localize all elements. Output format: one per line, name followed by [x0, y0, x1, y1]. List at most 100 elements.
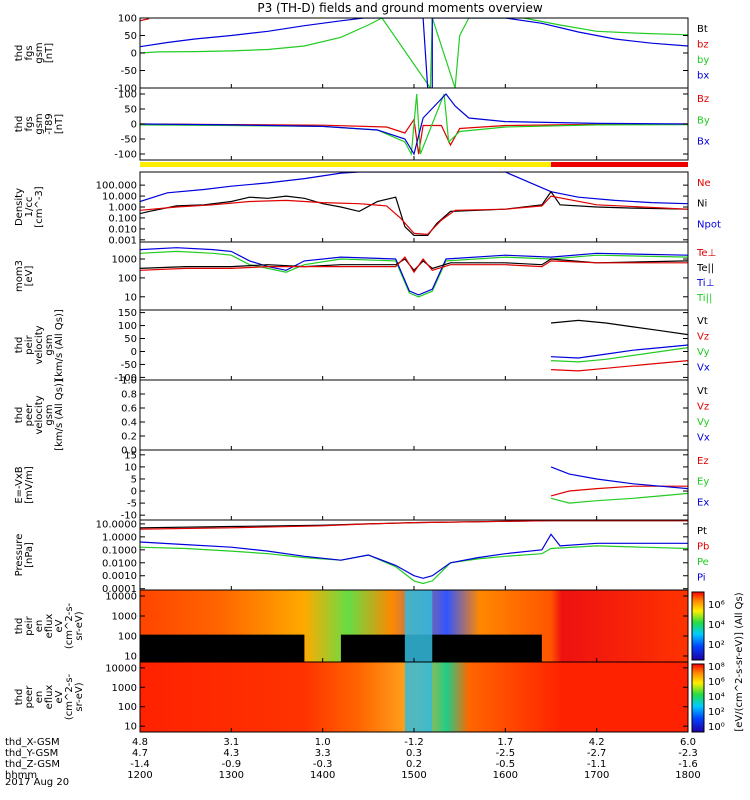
panel-traces: [140, 520, 688, 585]
colorbar-tick: 10⁰: [708, 722, 725, 733]
panel-traces: [140, 18, 688, 88]
panel-frame: [139, 17, 689, 89]
panel-10: thdpeerenefluxeV(cm^2-s-sr-eV) 10000 1000 1…: [14, 661, 689, 733]
legend-vy: Vy: [697, 417, 710, 428]
panel-ylabel: mom3[eV]: [14, 260, 35, 292]
status-bar-yellow: [140, 162, 551, 167]
energy-flux-colorbar: 10⁶ 10⁴ 10² 10⁸ 10⁶ 10⁴ 10² 10⁰ [eV/(cm^2-s-sr-e…: [691, 591, 745, 733]
legend-ez: Ez: [697, 456, 709, 467]
ylabel-line: (cm^2-s-: [64, 673, 75, 720]
panel-ylabel: thdpeerenefluxeV(cm^2-s-sr-eV): [14, 673, 85, 720]
xaxis-value: -1.6: [678, 759, 698, 770]
ytick-label: 10000: [105, 663, 137, 674]
ytick-label: 1.000: [108, 203, 137, 214]
series-vx: [550, 344, 688, 359]
panel-traces: [140, 172, 688, 236]
ylabel-line: [cm^-3]: [34, 186, 45, 227]
ylabel-line: en: [34, 691, 45, 704]
series-ti: [140, 247, 688, 296]
legend-by: By: [697, 115, 710, 126]
panel-ylabel: thdpeirenefluxeV(cm^2-s-sr-eV): [14, 602, 85, 649]
legend-vz: Vz: [697, 332, 709, 343]
xaxis-row-label: thd_Z-GSM: [5, 759, 60, 770]
ylabel-line: velocity: [34, 395, 45, 434]
xaxis-value: 4.7: [132, 748, 148, 759]
series-npot: [140, 172, 688, 205]
heatmap-column: [404, 590, 433, 662]
legend-pe: Pe: [697, 557, 709, 568]
series-pe: [140, 545, 688, 585]
ylabel-line: (cm^2-s-: [64, 602, 75, 649]
panel-2: thdfgsgsm-T89[nT] 100 50 0 -50 -100 Bz By Bx: [14, 87, 710, 161]
ytick-label: 0.4: [121, 418, 137, 429]
heatmap-low-band: [340, 634, 542, 662]
legend-pt: Pt: [697, 526, 707, 537]
series-te: [140, 258, 688, 272]
xaxis-value: 1300: [219, 770, 244, 781]
panel-stack: thdfgsgsm[nT]100500-50-100Btbzbybxthdfgs…: [14, 14, 721, 733]
ytick-label: 100: [118, 273, 137, 284]
ytick-label: 100.000: [96, 181, 137, 192]
ytick-label: 0: [131, 49, 137, 60]
panel-ylabel: thdfgsgsm[nT]: [14, 42, 55, 63]
xaxis-value: 1.7: [497, 737, 513, 748]
ytick-label: 1000: [112, 612, 137, 623]
ytick-label: 0.1000: [102, 545, 137, 556]
series-ne: [140, 195, 688, 235]
ylabel-line: [nT]: [44, 43, 55, 63]
xaxis-value: 1600: [493, 770, 518, 781]
ytick-label: 10000: [105, 592, 137, 603]
time-position-axis: thd_X-GSM 4.8 3.1 1.0 -1.2 1.7 4.2 6.0 thd_Y-GSM…: [5, 737, 701, 781]
xaxis-value: -1.4: [130, 759, 150, 770]
legend-bz: Bz: [697, 94, 709, 105]
colorbar-top: [691, 591, 705, 661]
colorbar-tick: 10⁶: [708, 677, 725, 688]
xaxis-value: 1800: [675, 770, 700, 781]
xaxis-value: -0.5: [496, 759, 516, 770]
ylabel-line: peir: [24, 615, 35, 635]
legend-ey: Ey: [697, 477, 709, 488]
ytick-label: -100: [114, 84, 137, 95]
date-label: 2017 Aug 20: [5, 777, 69, 788]
heatmap-column: [404, 662, 433, 732]
xaxis-value: 1.0: [315, 737, 331, 748]
ytick-label: 10: [124, 292, 137, 303]
legend-bx: bx: [697, 71, 709, 82]
series-bz: [140, 117, 688, 155]
panel-traces: [140, 93, 688, 157]
xaxis-value: 1700: [584, 770, 609, 781]
series-vy: [550, 347, 688, 363]
ytick-label: 0: [131, 120, 137, 131]
panel-8: Pressure[nPa] 10.0000 1.0000 0.1000 0.0100 0.…: [14, 519, 709, 595]
ytick-label: -50: [121, 360, 137, 371]
panel-ylabel: E=-VxB[mV/m]: [14, 466, 35, 504]
ytick-label: 1000: [112, 683, 137, 694]
legend-bz: bz: [697, 40, 709, 51]
colorbar-tick: 10⁸: [708, 662, 725, 673]
ytick-label: 1000: [112, 255, 137, 266]
series-ni: [140, 190, 688, 236]
ytick-label: -50: [121, 66, 137, 77]
xaxis-value: 4.8: [132, 737, 148, 748]
ylabel-line: sr-eV): [74, 611, 85, 640]
ytick-label: 100: [118, 90, 137, 101]
colorbar-label: [eV/(cm^2-s-sr-eV)] (All Qs): [734, 592, 745, 731]
ylabel-line: [km/s (All Qs)]: [54, 309, 65, 381]
region-status-bar: [140, 162, 688, 167]
xaxis-value: 0.2: [406, 759, 422, 770]
colorbar-tick: 10²: [708, 640, 725, 651]
series-vz: [550, 360, 688, 372]
ylabel-line: Density: [14, 188, 25, 226]
panel-frame: [139, 379, 689, 451]
series-ex: [550, 466, 688, 490]
panel-frame: [139, 449, 689, 521]
ylabel-line: peer: [24, 685, 35, 709]
ylabel-line: thd: [14, 689, 25, 706]
ylabel-line: sr-eV): [74, 682, 85, 711]
ytick-label: 0.0100: [102, 558, 137, 569]
panel-1: thdfgsgsm[nT] 100 50 0 -50 -100 Bt bz by bx: [14, 14, 709, 95]
xaxis-value: -1.1: [587, 759, 607, 770]
ylabel-line: gsm: [34, 42, 45, 63]
